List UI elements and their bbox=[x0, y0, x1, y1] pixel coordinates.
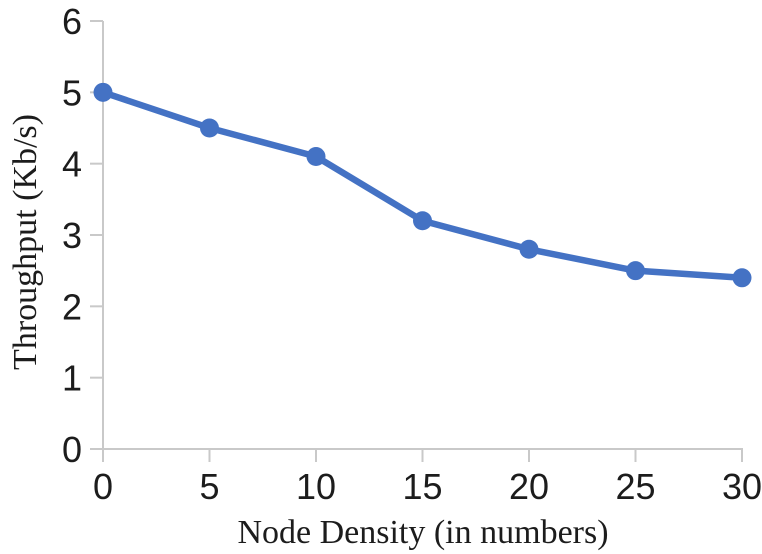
y-tick-label: 6 bbox=[62, 1, 82, 42]
x-tick-label: 30 bbox=[722, 466, 762, 507]
chart-series bbox=[93, 82, 752, 288]
data-point-marker bbox=[306, 147, 326, 167]
x-axis-title: Node Density (in numbers) bbox=[237, 514, 608, 551]
x-tick-label: 20 bbox=[509, 466, 549, 507]
y-axis-title: Throughput (Kb/s) bbox=[7, 114, 44, 370]
y-tick-label: 1 bbox=[62, 358, 82, 399]
data-point-marker bbox=[732, 268, 752, 288]
x-tick-label: 15 bbox=[402, 466, 442, 507]
data-point-marker bbox=[519, 239, 539, 259]
y-tick-label: 5 bbox=[62, 72, 82, 113]
x-tick-label: 5 bbox=[199, 466, 219, 507]
data-point-marker bbox=[413, 211, 432, 231]
x-tick-label: 25 bbox=[615, 466, 655, 507]
y-tick-label: 3 bbox=[62, 215, 82, 256]
y-tick-label: 0 bbox=[62, 429, 82, 470]
y-tick-label: 4 bbox=[62, 144, 82, 185]
data-point-marker bbox=[93, 82, 113, 102]
chart-axes: 0 1 2 3 4 5 6 0 5 10 15 20 25 30 bbox=[62, 1, 762, 507]
data-point-marker bbox=[626, 261, 645, 281]
data-point-marker bbox=[200, 118, 219, 138]
x-tick-label: 10 bbox=[296, 466, 336, 507]
y-tick-label: 2 bbox=[62, 286, 82, 327]
x-tick-label: 0 bbox=[93, 466, 113, 507]
series-line bbox=[99, 89, 746, 282]
